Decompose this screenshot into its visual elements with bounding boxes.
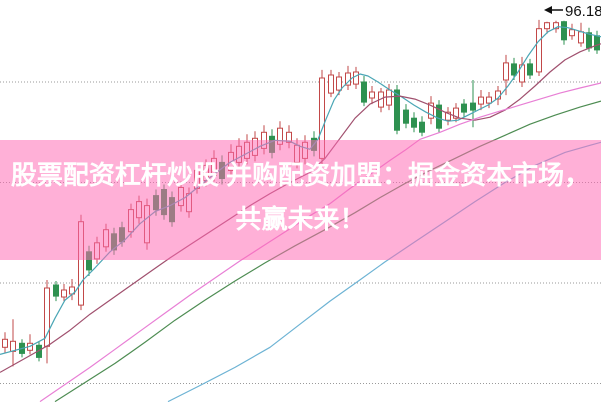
price-annotation: 96.18 <box>544 3 601 20</box>
candle <box>419 116 425 137</box>
candle <box>436 100 442 133</box>
candle <box>27 334 33 355</box>
candle <box>478 90 484 111</box>
candle <box>69 279 75 301</box>
candle <box>361 76 367 107</box>
candle <box>411 112 417 133</box>
candle <box>10 319 16 367</box>
candle <box>61 284 67 302</box>
price-annotation-label: 96.18 <box>565 3 601 20</box>
candle <box>511 57 517 80</box>
candle <box>536 19 542 76</box>
promo-banner-line2: 共赢未来！ <box>235 204 366 234</box>
candle <box>594 30 600 54</box>
candle <box>44 280 50 364</box>
candle <box>369 86 375 105</box>
candle <box>453 103 459 123</box>
candle <box>461 99 467 118</box>
candle <box>394 85 400 135</box>
price-arrow-icon <box>544 6 552 14</box>
candle <box>2 332 8 354</box>
candle <box>561 20 567 45</box>
candle <box>527 58 533 79</box>
candle <box>544 21 550 34</box>
candle <box>445 107 451 126</box>
candle <box>53 281 59 302</box>
candle <box>519 56 525 87</box>
candle <box>569 23 575 40</box>
candle <box>345 65 351 90</box>
candle <box>336 72 342 96</box>
promo-banner: 股票配资杠杆炒股 并购配资加盟：掘金资本市场， 共赢未来！ <box>0 140 601 260</box>
candle <box>578 22 584 47</box>
promo-banner-line1: 股票配资杠杆炒股 并购配资加盟：掘金资本市场， <box>10 160 591 190</box>
candle <box>328 69 334 98</box>
candle <box>486 92 492 109</box>
candle <box>428 96 434 125</box>
candle <box>353 66 359 89</box>
ma-line-ma10 <box>0 43 601 373</box>
candle <box>553 20 559 33</box>
candle <box>403 104 409 129</box>
